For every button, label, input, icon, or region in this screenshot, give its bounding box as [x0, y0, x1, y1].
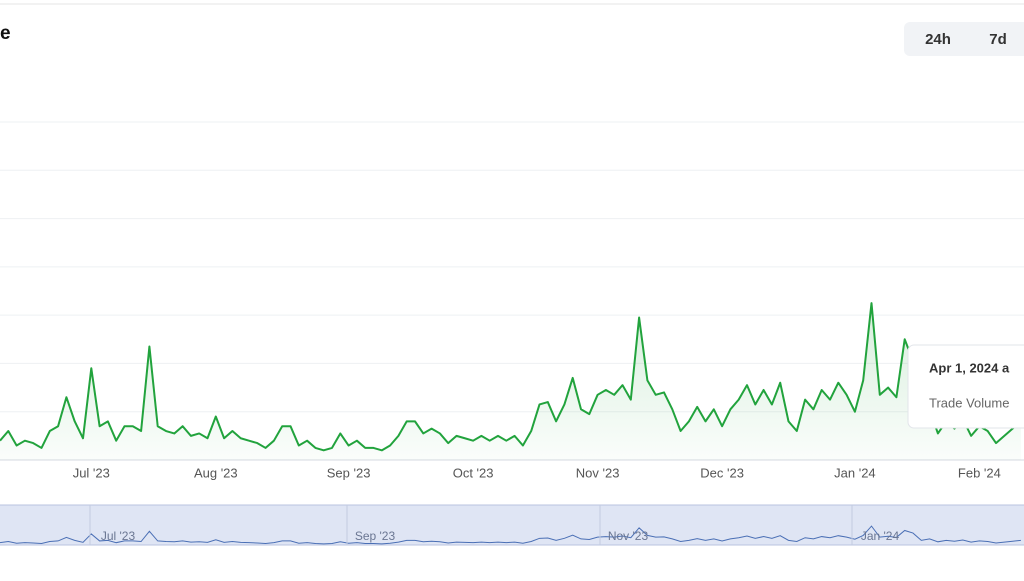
x-tick-label: Nov '23 [576, 465, 620, 480]
x-tick-label: Dec '23 [700, 465, 744, 480]
tooltip [907, 344, 1024, 429]
navigator-line [0, 525, 1021, 545]
line [0, 302, 1022, 452]
range-button[interactable]: 24h [925, 31, 951, 48]
tooltip-label: Trade Volume [929, 395, 1009, 410]
title: e [0, 23, 11, 44]
navigator-label: Nov '23 [608, 529, 649, 543]
tooltip-date: Apr 1, 2024 a [929, 360, 1010, 375]
x-tick-label: Oct '23 [453, 465, 494, 480]
range-button[interactable]: 7d [989, 31, 1007, 48]
range-toggle [904, 22, 1024, 56]
x-tick-label: Jan '24 [834, 465, 876, 480]
area-fill [0, 303, 1021, 460]
navigator-label: Jan '24 [861, 529, 900, 543]
x-tick-label: Jul '23 [73, 465, 110, 480]
navigator-label: Sep '23 [355, 529, 396, 543]
navigator-label: Jul '23 [101, 529, 136, 543]
x-tick-label: Sep '23 [327, 465, 371, 480]
x-tick-label: Feb '24 [958, 465, 1001, 480]
x-tick-label: Aug '23 [194, 465, 238, 480]
